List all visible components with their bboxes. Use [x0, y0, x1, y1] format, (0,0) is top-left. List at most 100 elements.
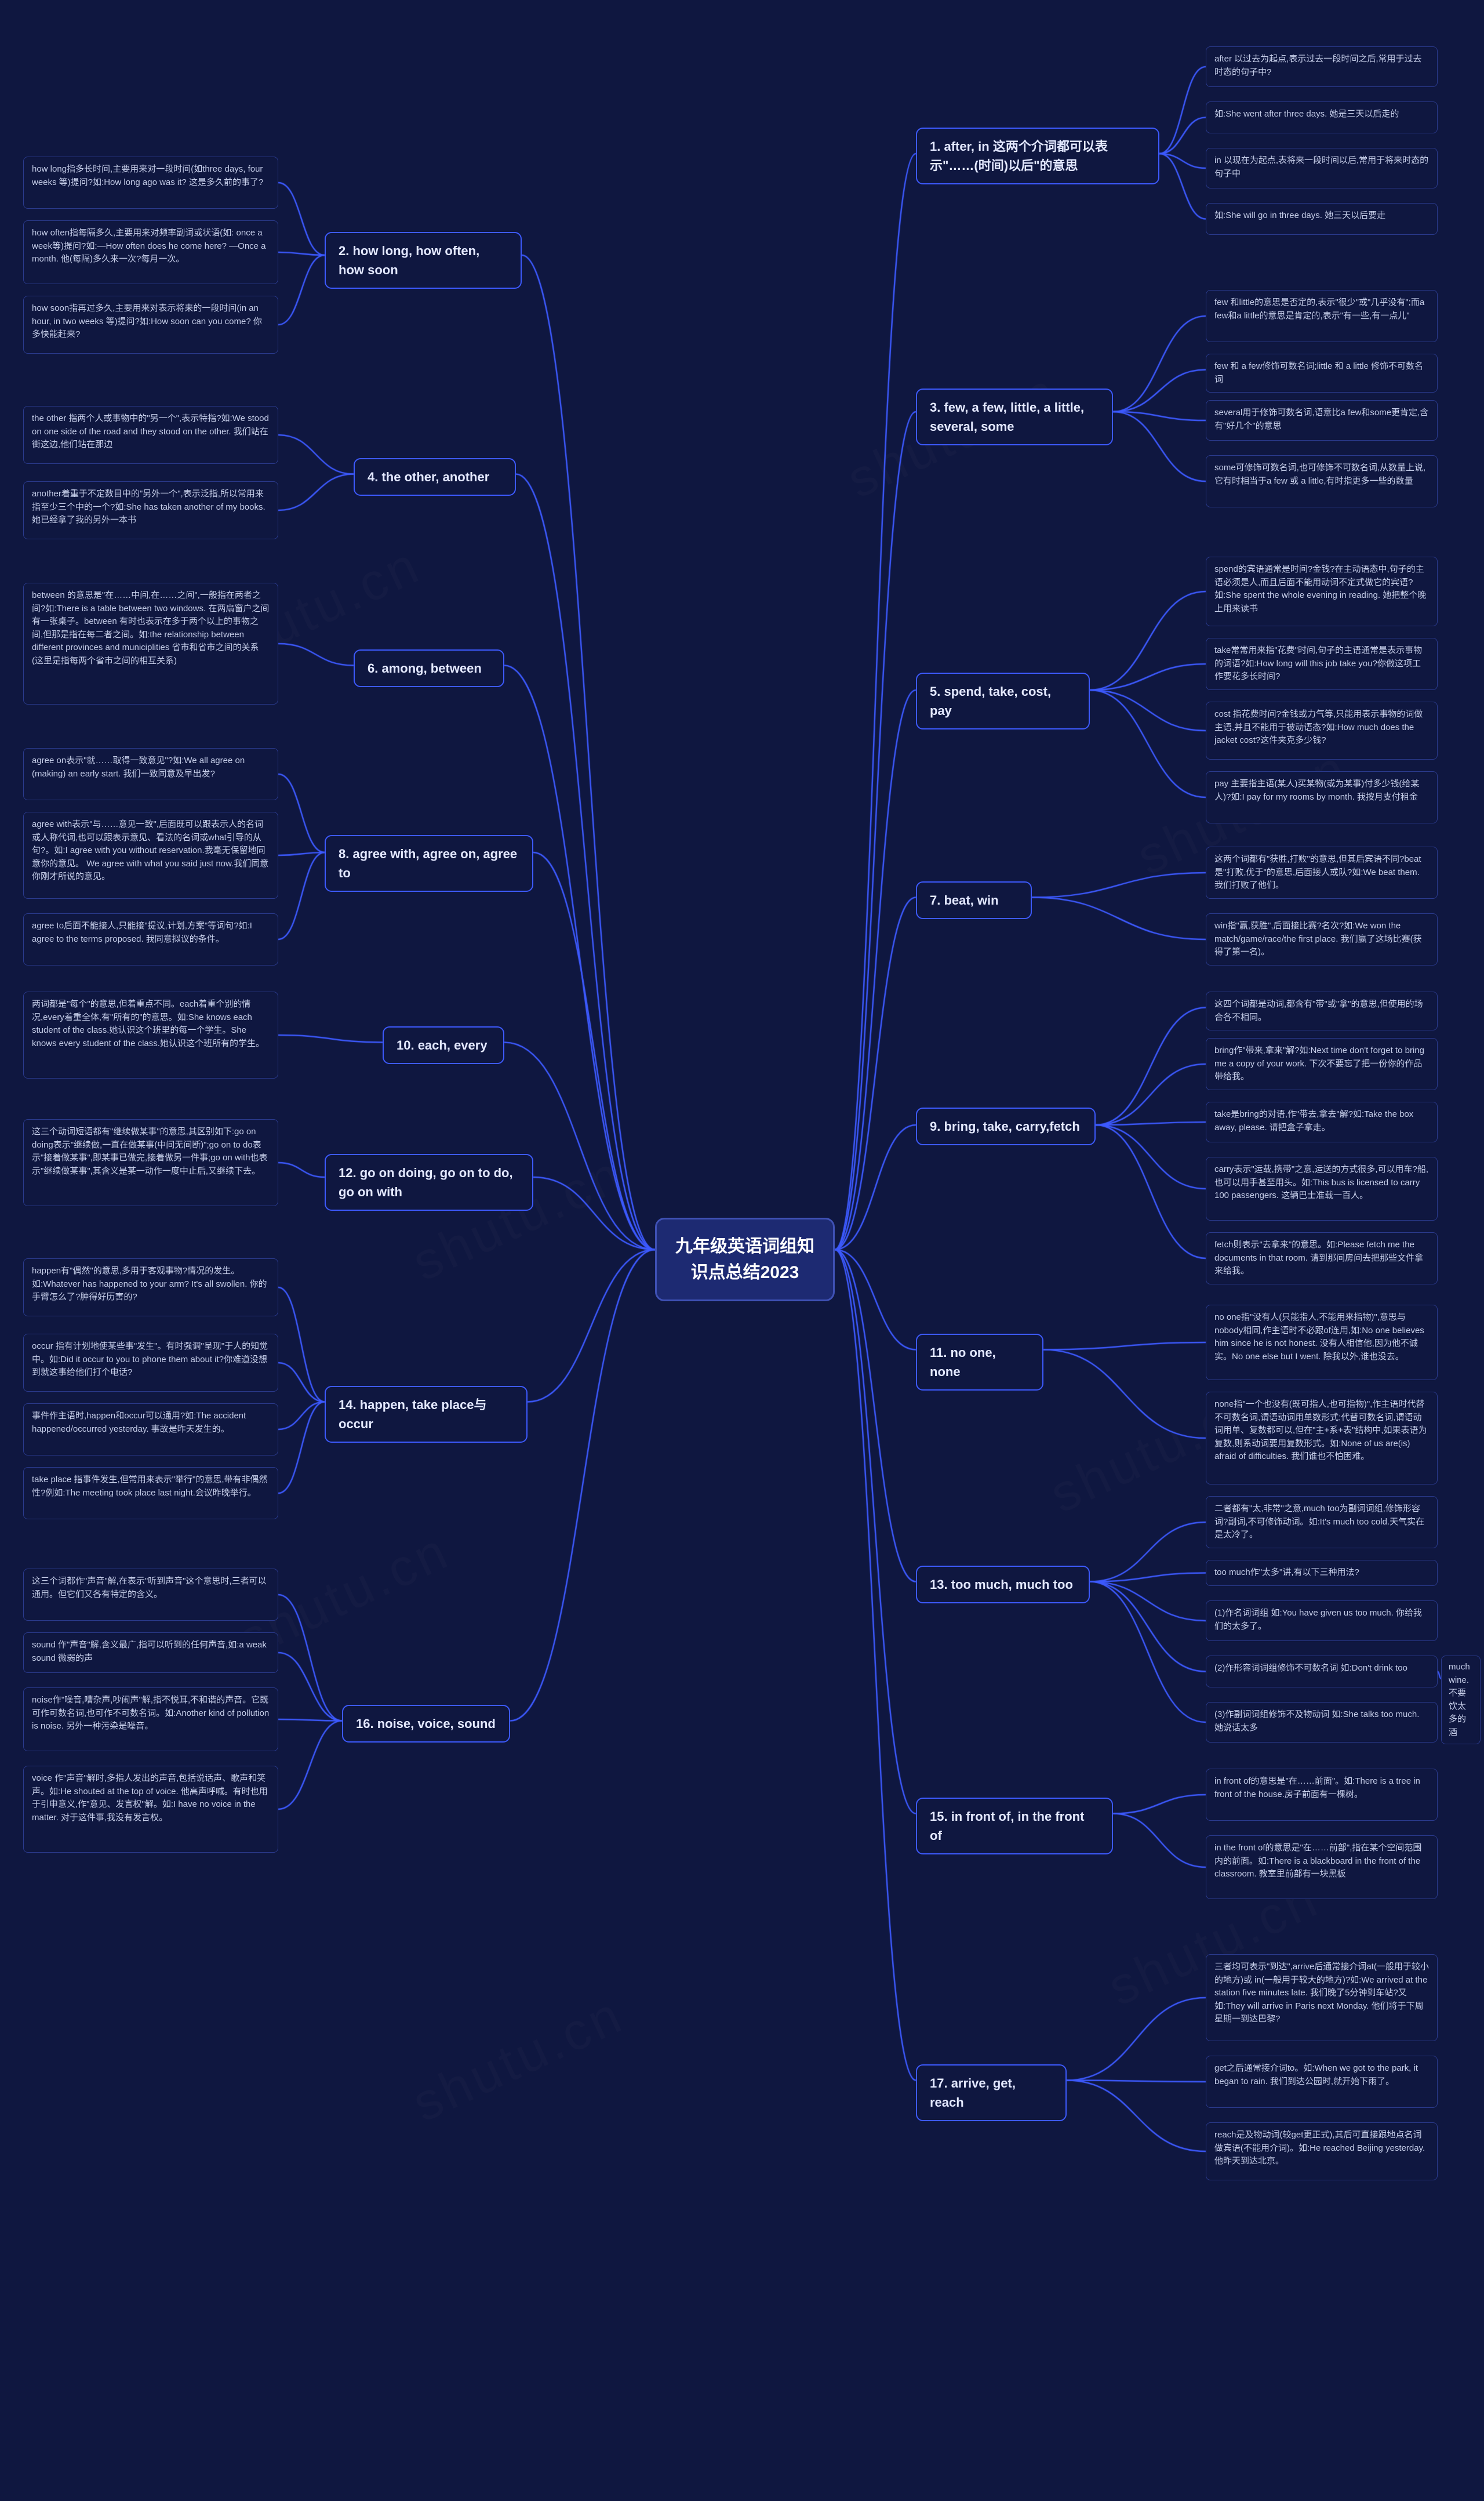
mindmap-node: 事件作主语时,happen和occur可以通用?如:The accident h…: [23, 1403, 278, 1455]
node-text: take常常用来指"花费"时间,句子的主语通常是表示事物的词语?如:How lo…: [1214, 645, 1422, 681]
mindmap-node: agree with表示"与……意见一致",后面既可以跟表示人的名词或人称代词,…: [23, 812, 278, 899]
node-text: 10. each, every: [397, 1038, 488, 1052]
mindmap-node: 7. beat, win: [916, 881, 1032, 919]
mindmap-node: 两词都是"每个"的意思,但着重点不同。each着重个别的情况,every着重全体…: [23, 992, 278, 1079]
node-text: in front of的意思是"在……前面"。如:There is a tree…: [1214, 1776, 1420, 1799]
mindmap-node: noise作"噪音,嘈杂声,吵闹声"解,指不悦耳,不和谐的声音。它既可作可数名词…: [23, 1687, 278, 1751]
mindmap-node: take place 指事件发生,但常用来表示"举行"的意思,带有非偶然性?例如…: [23, 1467, 278, 1519]
mindmap-node: carry表示"运载,携带"之意,运送的方式很多,可以用车?船,也可以用手甚至用…: [1206, 1157, 1438, 1221]
mindmap-node: after 以过去为起点,表示过去一段时间之后,常用于过去时态的句子中?: [1206, 46, 1438, 87]
mindmap-node: few 和little的意思是否定的,表示"很少"或"几乎没有";而a few和…: [1206, 290, 1438, 342]
node-text: 5. spend, take, cost, pay: [930, 684, 1051, 718]
node-text: 3. few, a few, little, a little, several…: [930, 400, 1084, 434]
node-text: 7. beat, win: [930, 893, 999, 908]
node-text: 6. among, between: [368, 661, 482, 676]
node-text: agree to后面不能接人,只能接"提议,计划,方案"等词句?如:I agre…: [32, 921, 252, 944]
node-text: 11. no one, none: [930, 1345, 996, 1379]
mindmap-node: 15. in front of, in the front of: [916, 1798, 1113, 1854]
mindmap-node: (3)作副词词组修饰不及物动词 如:She talks too much. 她说…: [1206, 1702, 1438, 1743]
node-text: how long指多长时间,主要用来对一段时间(如three days, fou…: [32, 164, 263, 187]
mindmap-node: 13. too much, much too: [916, 1566, 1090, 1603]
node-text: 4. the other, another: [368, 470, 489, 484]
mindmap-node: much wine. 不要饮太多的酒: [1441, 1656, 1481, 1744]
node-text: much wine. 不要饮太多的酒: [1449, 1662, 1470, 1737]
node-text: 如:She went after three days. 她是三天以后走的: [1214, 109, 1399, 119]
node-text: after 以过去为起点,表示过去一段时间之后,常用于过去时态的句子中?: [1214, 54, 1422, 77]
node-text: get之后通常接介词to。如:When we got to the park, …: [1214, 2063, 1418, 2086]
mindmap-node: 这四个词都是动词,都含有"带"或"拿"的意思,但使用的场合各不相同。: [1206, 992, 1438, 1030]
mindmap-node: 9. bring, take, carry,fetch: [916, 1108, 1096, 1145]
mindmap-node: 这三个动词短语都有"继续做某事"的意思,其区别如下:go on doing表示"…: [23, 1119, 278, 1206]
mindmap-node: no one指"没有人(只能指人,不能用来指物)",意思与nobody相同,作主…: [1206, 1305, 1438, 1380]
node-text: 2. how long, how often, how soon: [339, 244, 479, 277]
node-text: 如:She will go in three days. 她三天以后要走: [1214, 210, 1385, 220]
mindmap-node: how long指多长时间,主要用来对一段时间(如three days, fou…: [23, 157, 278, 209]
node-text: 事件作主语时,happen和occur可以通用?如:The accident h…: [32, 1411, 246, 1434]
mindmap-node: win指"赢,获胜",后面接比赛?名次?如:We won the match/g…: [1206, 913, 1438, 965]
node-text: in the front of的意思是"在……前部",指在某个空间范围内的前面。…: [1214, 1843, 1421, 1879]
node-text: bring作"带来,拿来"解?如:Next time don't forget …: [1214, 1046, 1424, 1081]
mindmap-node: another着重于不定数目中的"另外一个",表示泛指,所以常用来指至少三个中的…: [23, 481, 278, 539]
node-text: carry表示"运载,携带"之意,运送的方式很多,可以用车?船,也可以用手甚至用…: [1214, 1164, 1428, 1200]
mindmap-node: 6. among, between: [354, 649, 504, 687]
mindmap-node: 3. few, a few, little, a little, several…: [916, 389, 1113, 445]
mindmap-node: 5. spend, take, cost, pay: [916, 673, 1090, 729]
node-text: several用于修饰可数名词,语意比a few和some更肯定,含有"好几个"…: [1214, 408, 1428, 431]
mindmap-node: too much作"太多"讲,有以下三种用法?: [1206, 1560, 1438, 1586]
node-text: the other 指两个人或事物中的"另一个",表示特指?如:We stood…: [32, 413, 269, 449]
mindmap-node: several用于修饰可数名词,语意比a few和some更肯定,含有"好几个"…: [1206, 400, 1438, 441]
node-text: another着重于不定数目中的"另外一个",表示泛指,所以常用来指至少三个中的…: [32, 489, 265, 525]
node-text: win指"赢,获胜",后面接比赛?名次?如:We won the match/g…: [1214, 921, 1422, 957]
node-text: (2)作形容词词组修饰不可数名词 如:Don't drink too: [1214, 1663, 1407, 1673]
node-text: between 的意思是"在……中间,在……之间",一般指在两者之间?如:The…: [32, 590, 269, 666]
mindmap-node: between 的意思是"在……中间,在……之间",一般指在两者之间?如:The…: [23, 583, 278, 705]
mindmap-node: occur 指有计划地使某些事"发生"。有时强调"呈现"于人的知觉中。如:Did…: [23, 1334, 278, 1392]
node-text: cost 指花费时间?金钱或力气等,只能用表示事物的词做主语,并且不能用于被动语…: [1214, 709, 1423, 745]
mindmap-node: 如:She went after three days. 她是三天以后走的: [1206, 101, 1438, 133]
node-text: reach是及物动词(较get更正式),其后可直接跟地点名词做宾语(不能用介词)…: [1214, 2130, 1425, 2166]
node-text: 两词都是"每个"的意思,但着重点不同。each着重个别的情况,every着重全体…: [32, 999, 264, 1048]
node-text: 1. after, in 这两个介词都可以表示"……(时间)以后"的意思: [930, 139, 1108, 173]
mindmap-node: (2)作形容词词组修饰不可数名词 如:Don't drink too: [1206, 1656, 1438, 1687]
mindmap-node: 8. agree with, agree on, agree to: [325, 835, 533, 892]
mindmap-node: 17. arrive, get, reach: [916, 2064, 1067, 2121]
mindmap-node: 如:She will go in three days. 她三天以后要走: [1206, 203, 1438, 235]
node-text: 12. go on doing, go on to do, go on with: [339, 1166, 513, 1199]
node-text: 8. agree with, agree on, agree to: [339, 847, 517, 880]
mindmap-node: 4. the other, another: [354, 458, 516, 496]
mindmap-node: pay 主要指主语(某人)买某物(或为某事)付多少钱(给某人)?如:I pay …: [1206, 771, 1438, 823]
mindmap-node: cost 指花费时间?金钱或力气等,只能用表示事物的词做主语,并且不能用于被动语…: [1206, 702, 1438, 760]
node-text: noise作"噪音,嘈杂声,吵闹声"解,指不悦耳,不和谐的声音。它既可作可数名词…: [32, 1695, 269, 1731]
node-text: 16. noise, voice, sound: [356, 1716, 496, 1731]
mindmap-node: none指"一个也没有(既可指人,也可指物)",作主语时代替不可数名词,谓语动词…: [1206, 1392, 1438, 1484]
node-text: 三者均可表示"到达",arrive后通常接介词at(一般用于较小的地方)或 in…: [1214, 1962, 1429, 2024]
mindmap-node: 二者都有"太,非常"之意,much too为副词词组,修饰形容词?副词,不可修饰…: [1206, 1496, 1438, 1548]
mindmap-node: few 和 a few修饰可数名词;little 和 a little 修饰不可…: [1206, 354, 1438, 393]
node-text: 这三个动词短语都有"继续做某事"的意思,其区别如下:go on doing表示"…: [32, 1127, 268, 1176]
mindmap-node: spend的宾语通常是时间?金钱?在主动语态中,句子的主语必须是人,而且后面不能…: [1206, 557, 1438, 626]
mindmap-node: sound 作"声音"解,含义最广,指可以听到的任何声音,如:a weak so…: [23, 1632, 278, 1673]
mindmap-node: 10. each, every: [383, 1026, 504, 1064]
node-text: too much作"太多"讲,有以下三种用法?: [1214, 1567, 1359, 1577]
mindmap-node: in 以现在为起点,表将来一段时间以后,常用于将来时态的句子中: [1206, 148, 1438, 188]
mindmap-node: reach是及物动词(较get更正式),其后可直接跟地点名词做宾语(不能用介词)…: [1206, 2122, 1438, 2180]
mindmap-node: how often指每隔多久,主要用来对频率副词或状语(如: once a we…: [23, 220, 278, 284]
mindmap-node: voice 作"声音"解时,多指人发出的声音,包括说话声、歌声和笑声。如:He …: [23, 1766, 278, 1853]
mindmap-node: take常常用来指"花费"时间,句子的主语通常是表示事物的词语?如:How lo…: [1206, 638, 1438, 690]
mindmap-node: 这三个词都作"声音"解,在表示"听到声音"这个意思时,三者可以通用。但它们又各有…: [23, 1569, 278, 1621]
mindmap-node: 三者均可表示"到达",arrive后通常接介词at(一般用于较小的地方)或 in…: [1206, 1954, 1438, 2041]
node-text: agree on表示"就……取得一致意见"?如:We all agree on …: [32, 756, 245, 779]
mindmap-node: bring作"带来,拿来"解?如:Next time don't forget …: [1206, 1038, 1438, 1090]
node-text: sound 作"声音"解,含义最广,指可以听到的任何声音,如:a weak so…: [32, 1640, 267, 1663]
node-text: no one指"没有人(只能指人,不能用来指物)",意思与nobody相同,作主…: [1214, 1312, 1424, 1362]
node-text: 这三个词都作"声音"解,在表示"听到声音"这个意思时,三者可以通用。但它们又各有…: [32, 1576, 267, 1599]
node-text: voice 作"声音"解时,多指人发出的声音,包括说话声、歌声和笑声。如:He …: [32, 1773, 268, 1823]
node-text: 九年级英语词组知识点总结2023: [675, 1237, 814, 1282]
node-text: happen有"偶然"的意思,多用于客观事物?情况的发生。如:Whatever …: [32, 1266, 267, 1302]
mindmap-node: 14. happen, take place与occur: [325, 1386, 528, 1443]
mindmap-node: take是bring的对语,作"带去,拿去"解?如:Take the box a…: [1206, 1102, 1438, 1142]
mindmap-node: 12. go on doing, go on to do, go on with: [325, 1154, 533, 1211]
node-text: none指"一个也没有(既可指人,也可指物)",作主语时代替不可数名词,谓语动词…: [1214, 1399, 1427, 1461]
mindmap-node: (1)作名词词组 如:You have given us too much. 你…: [1206, 1600, 1438, 1641]
mindmap-node: happen有"偶然"的意思,多用于客观事物?情况的发生。如:Whatever …: [23, 1258, 278, 1316]
